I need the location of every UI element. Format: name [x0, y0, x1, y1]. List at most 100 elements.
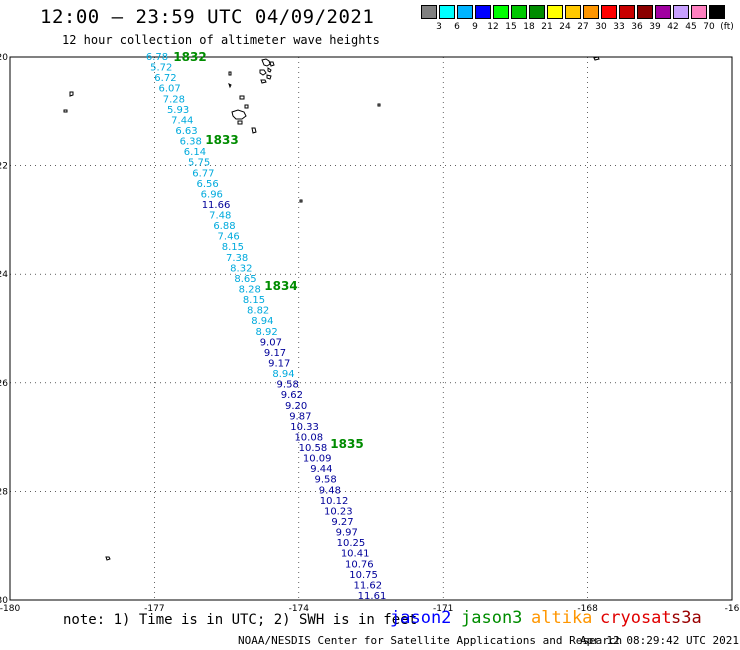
satellite-cryosat: cryosat: [600, 608, 672, 628]
island: [239, 95, 245, 100]
legend-label: 18: [523, 22, 535, 32]
lon-tick-label: -177: [144, 604, 164, 614]
legend-swatch: [511, 5, 527, 19]
island: [251, 127, 257, 134]
swh-value: 10.76: [345, 559, 374, 570]
lat-tick-label: -22: [0, 162, 8, 172]
swh-value: 5.93: [167, 105, 189, 116]
island: [593, 56, 600, 61]
legend-label: 3: [436, 22, 442, 32]
island: [299, 199, 303, 203]
swh-value: 8.32: [230, 263, 252, 274]
swh-value: 8.65: [234, 274, 256, 285]
island: [377, 103, 381, 107]
swh-value: 10.75: [349, 570, 378, 581]
island: [260, 79, 267, 84]
swh-value: 7.44: [171, 115, 193, 126]
lon-tick-label: -16: [725, 604, 740, 614]
time-label: 1834: [264, 279, 297, 293]
swh-value: 8.94: [251, 316, 273, 327]
legend-swatch: [601, 5, 617, 19]
swh-value: 11.61: [358, 591, 387, 602]
legend-label: 33: [613, 22, 625, 32]
time-label: 1833: [205, 133, 238, 147]
swh-value: 6.63: [175, 126, 197, 137]
satellite-jason3: jason3: [461, 608, 523, 628]
time-label: 1835: [330, 437, 363, 451]
credit-line: NOAA/NESDIS Center for Satellite Applica…: [238, 634, 623, 647]
satellite-s3a: s3a: [671, 608, 702, 628]
swh-value: 10.08: [294, 432, 323, 443]
legend-swatch: [565, 5, 581, 19]
lon-tick-label: -174: [289, 604, 310, 614]
legend-swatch: [547, 5, 563, 19]
map-frame: [9, 56, 733, 601]
island: [63, 109, 68, 113]
lat-tick-label: -30: [0, 596, 8, 606]
swh-value: 6.77: [192, 168, 214, 179]
swh-value: 7.28: [163, 94, 185, 105]
swh-value: 9.07: [260, 337, 282, 348]
lon-tick-label: -168: [577, 604, 598, 614]
legend-swatch: [421, 5, 437, 19]
island: [228, 71, 232, 76]
swh-value: 8.15: [243, 295, 265, 306]
legend-swatch: [583, 5, 599, 19]
time-labels: 1832 1833 1834 1835: [173, 50, 363, 451]
legend-swatch: [619, 5, 635, 19]
swh-value: 9.58: [277, 380, 299, 391]
island: [105, 556, 111, 561]
swh-value: 6.56: [196, 179, 218, 190]
footer-note: note: 1) Time is in UTC; 2) SWH is in fe…: [63, 612, 418, 628]
axis-ticks: -20 -22 -24 -26 -28 -30-180 -177 -174 -171 -168 -1…: [0, 53, 740, 614]
island: [244, 104, 249, 109]
legend-label: 42: [667, 22, 679, 32]
grid-lines: [10, 56, 732, 601]
legend-label: (ft): [720, 22, 734, 32]
swh-value: 6.78: [146, 52, 168, 63]
swh-value: 10.23: [324, 506, 353, 517]
island: [269, 61, 275, 67]
swh-value: 8.92: [255, 327, 277, 338]
legend-swatch: [457, 5, 473, 19]
swh-value: 5.72: [150, 63, 172, 74]
legend-swatch: [529, 5, 545, 19]
swh-value: 8.28: [239, 285, 261, 296]
map-subtitle: 12 hour collection of altimeter wave hei…: [62, 33, 380, 47]
credit-date: Apr 12 08:29:42 UTC 2021: [580, 634, 739, 647]
swh-value: 10.33: [290, 422, 319, 433]
island: [237, 120, 243, 125]
swh-value: 9.44: [310, 464, 332, 475]
legend-label: 36: [631, 22, 643, 32]
legend-label: 9: [472, 22, 478, 32]
legend-label: 39: [649, 22, 661, 32]
lat-tick-label: -28: [0, 487, 8, 497]
legend-swatch: [493, 5, 509, 19]
island: [231, 109, 247, 120]
swh-value: 8.82: [247, 306, 269, 317]
swh-value: 9.97: [336, 528, 358, 539]
legend-swatch: [709, 5, 725, 19]
legend-swatch: [691, 5, 707, 19]
legend-swatch: [637, 5, 653, 19]
swh-value: 6.14: [184, 147, 206, 158]
swh-value: 7.48: [209, 211, 231, 222]
swh-value: 9.62: [281, 390, 303, 401]
island: [266, 74, 272, 80]
lat-tick-label: -20: [0, 53, 8, 63]
lon-tick-label: -180: [0, 604, 20, 614]
island: [69, 91, 74, 97]
legend-label: 70: [703, 22, 715, 32]
legend-label: 15: [505, 22, 517, 32]
swh-value: 7.38: [226, 253, 248, 264]
swh-value: 6.72: [154, 73, 176, 84]
swh-value: 10.41: [341, 549, 370, 560]
swh-value: 6.07: [159, 84, 181, 95]
swh-value: 9.87: [289, 411, 311, 422]
legend-label: 27: [577, 22, 589, 32]
swh-value: 6.88: [213, 221, 235, 232]
swh-value: 9.48: [319, 485, 341, 496]
swh-value: 10.09: [303, 454, 332, 465]
swh-value: 5.75: [188, 158, 210, 169]
